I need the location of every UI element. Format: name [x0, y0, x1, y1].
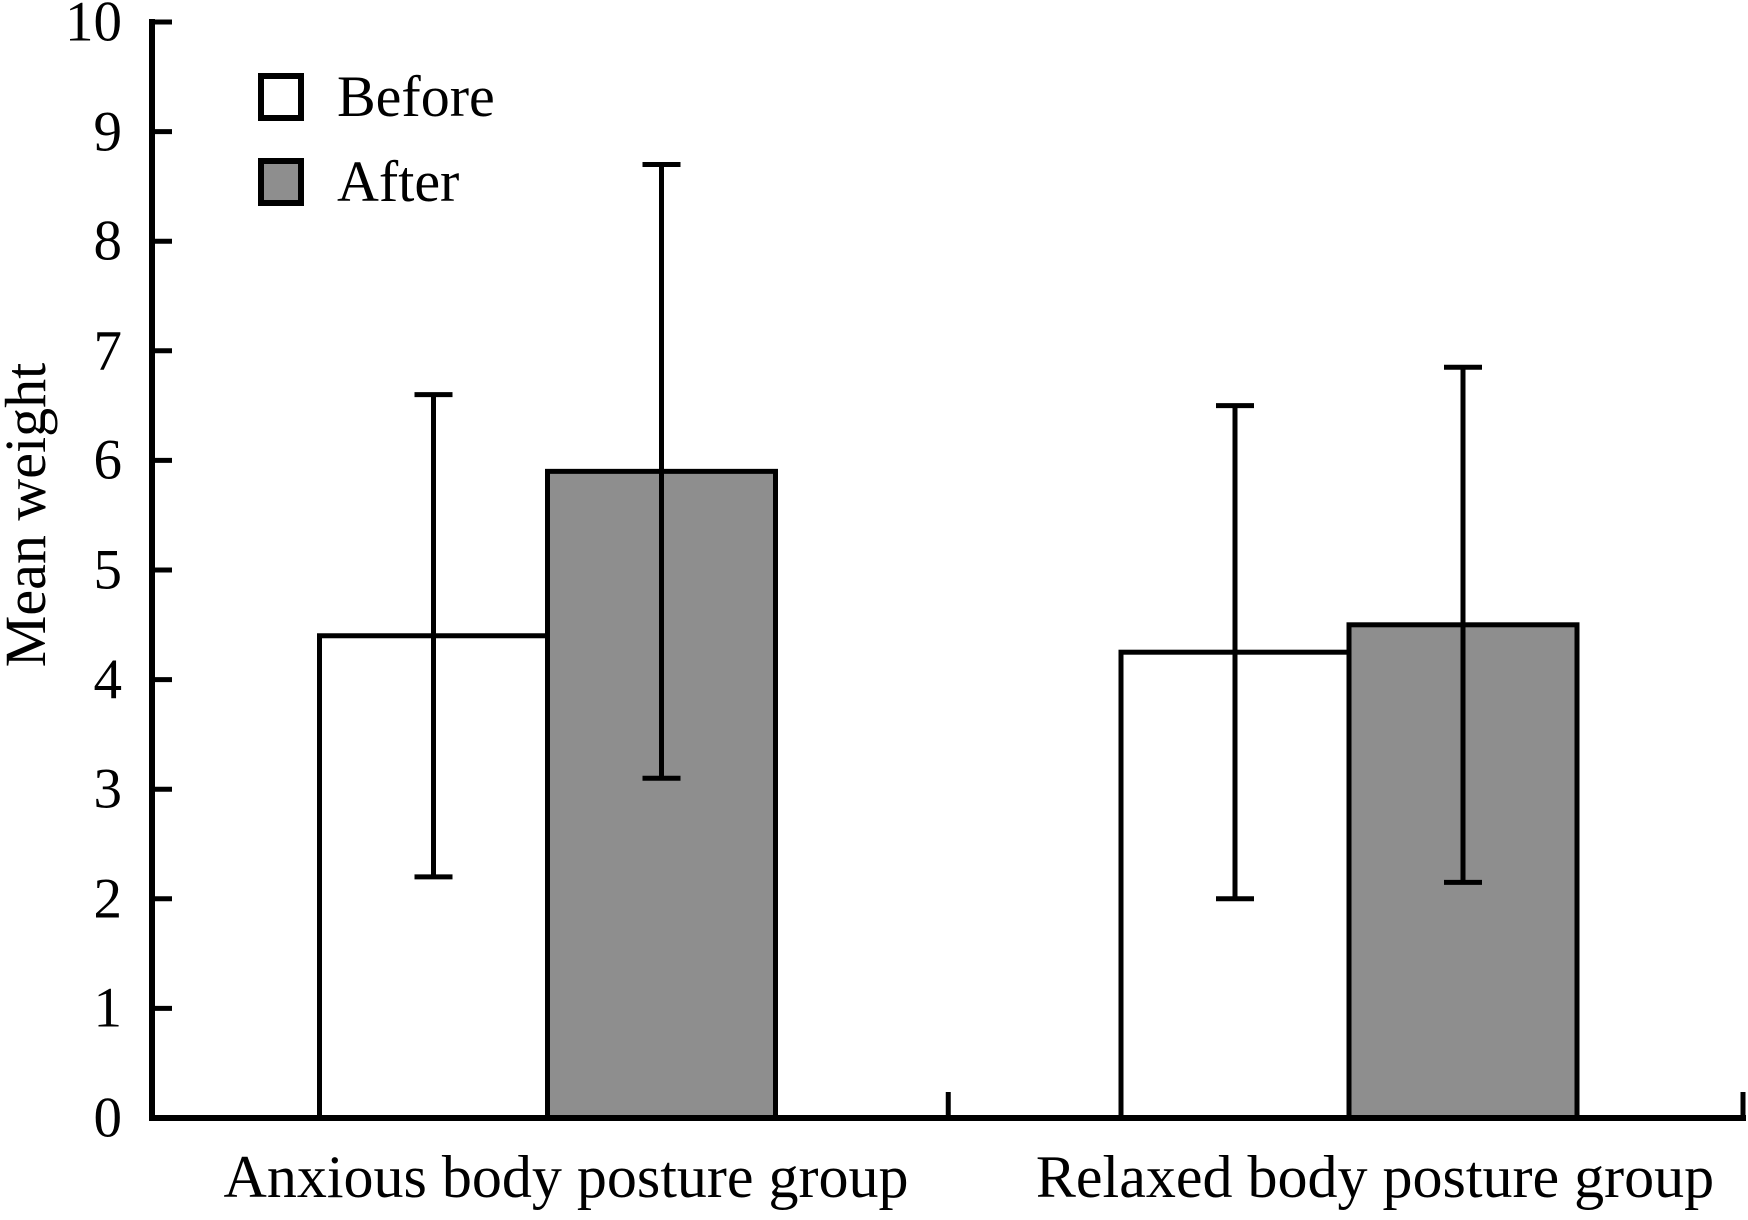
y-tick-label-10: 10 — [65, 0, 122, 54]
category-label-anxious: Anxious body posture group — [223, 1144, 909, 1210]
y-tick-label-1: 1 — [93, 976, 123, 1040]
y-tick-label-7: 7 — [93, 319, 123, 383]
legend-item-before: Before — [258, 68, 495, 126]
legend-item-after: After — [258, 153, 459, 211]
y-tick-label-8: 8 — [93, 209, 123, 273]
legend-label-before: Before — [337, 64, 495, 129]
y-tick-label-0: 0 — [93, 1086, 123, 1150]
y-tick-label-2: 2 — [93, 867, 123, 931]
y-tick-label-9: 9 — [93, 100, 123, 164]
legend-swatch-after — [258, 158, 304, 206]
category-label-relaxed: Relaxed body posture group — [1035, 1144, 1715, 1210]
y-tick-label-4: 4 — [93, 648, 123, 712]
y-tick-label-6: 6 — [93, 428, 123, 492]
y-tick-label-3: 3 — [93, 757, 123, 821]
legend-swatch-before — [258, 73, 304, 121]
legend-label-after: After — [337, 149, 460, 214]
y-tick-label-5: 5 — [93, 538, 123, 602]
y-axis-title: Mean weight — [0, 362, 58, 668]
